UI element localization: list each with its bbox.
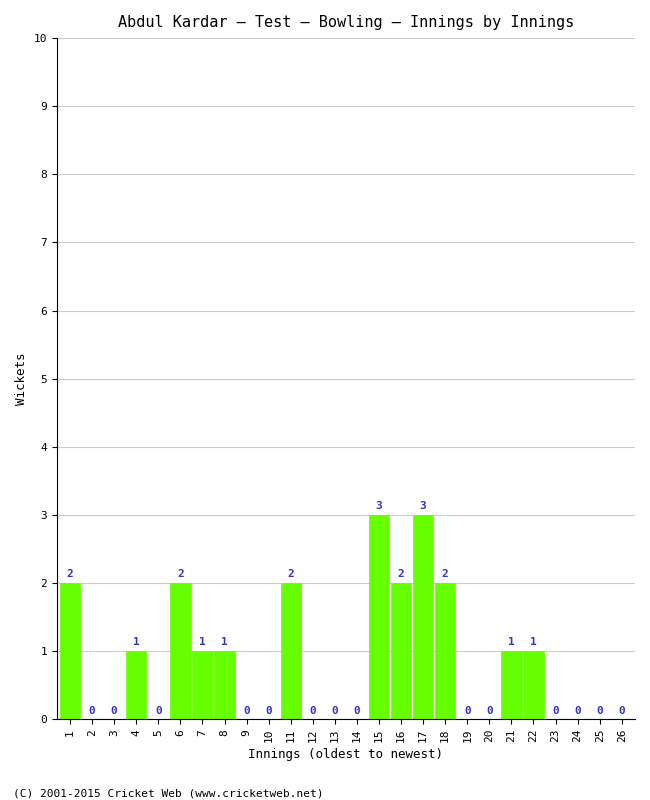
Bar: [435, 583, 456, 719]
Bar: [170, 583, 190, 719]
Text: 2: 2: [67, 569, 73, 579]
Text: 0: 0: [88, 706, 96, 717]
Y-axis label: Wickets: Wickets: [15, 353, 28, 405]
Title: Abdul Kardar – Test – Bowling – Innings by Innings: Abdul Kardar – Test – Bowling – Innings …: [118, 15, 574, 30]
Text: 0: 0: [332, 706, 338, 717]
Text: 0: 0: [309, 706, 316, 717]
Text: 0: 0: [596, 706, 603, 717]
Text: 2: 2: [398, 569, 404, 579]
Text: 1: 1: [221, 637, 228, 647]
Text: 2: 2: [177, 569, 184, 579]
Text: 0: 0: [354, 706, 360, 717]
Text: 1: 1: [530, 637, 537, 647]
Bar: [369, 515, 389, 719]
Text: 0: 0: [618, 706, 625, 717]
Text: 3: 3: [420, 501, 426, 511]
Text: 0: 0: [552, 706, 559, 717]
Text: 1: 1: [508, 637, 515, 647]
Text: 0: 0: [486, 706, 493, 717]
Bar: [523, 651, 543, 719]
Text: 2: 2: [287, 569, 294, 579]
Bar: [192, 651, 213, 719]
Bar: [281, 583, 301, 719]
Text: 0: 0: [155, 706, 162, 717]
Text: 0: 0: [111, 706, 118, 717]
Text: 3: 3: [376, 501, 382, 511]
Bar: [60, 583, 80, 719]
Text: 0: 0: [574, 706, 581, 717]
Text: 2: 2: [442, 569, 448, 579]
Text: 1: 1: [199, 637, 206, 647]
X-axis label: Innings (oldest to newest): Innings (oldest to newest): [248, 748, 443, 761]
Bar: [214, 651, 235, 719]
Text: (C) 2001-2015 Cricket Web (www.cricketweb.net): (C) 2001-2015 Cricket Web (www.cricketwe…: [13, 788, 324, 798]
Text: 0: 0: [265, 706, 272, 717]
Text: 0: 0: [464, 706, 471, 717]
Bar: [501, 651, 521, 719]
Text: 1: 1: [133, 637, 140, 647]
Bar: [413, 515, 434, 719]
Bar: [391, 583, 411, 719]
Bar: [126, 651, 146, 719]
Text: 0: 0: [243, 706, 250, 717]
